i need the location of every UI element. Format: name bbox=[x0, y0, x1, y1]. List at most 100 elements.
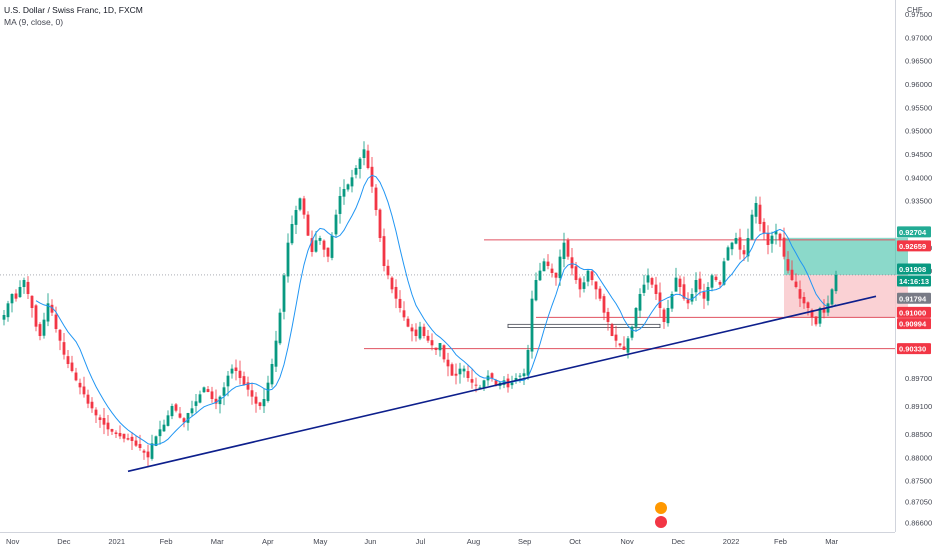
price-tick-label: 0.93500 bbox=[905, 197, 932, 206]
price-label-badge bbox=[897, 318, 931, 330]
candle-body bbox=[306, 214, 310, 236]
candle-body bbox=[338, 196, 342, 214]
candle-body bbox=[250, 390, 254, 397]
candle-body bbox=[46, 303, 50, 322]
candle-body bbox=[94, 409, 98, 416]
candle-body bbox=[298, 198, 302, 210]
candle-body bbox=[330, 235, 334, 258]
price-tick-label: 0.96500 bbox=[905, 57, 932, 66]
candle-body bbox=[658, 292, 662, 308]
candle-body bbox=[770, 235, 774, 244]
candle-body bbox=[718, 281, 722, 285]
candle-body bbox=[70, 362, 74, 371]
candle-body bbox=[382, 236, 386, 266]
price-tick-label: 0.95500 bbox=[905, 103, 932, 112]
candle-body bbox=[638, 294, 642, 311]
candle-body bbox=[58, 329, 62, 341]
indicator-legend[interactable]: MA (9, close, 0) bbox=[4, 17, 64, 27]
price-label-text: 0.90330 bbox=[899, 345, 926, 354]
candle-body bbox=[10, 294, 14, 304]
candle-body bbox=[782, 237, 786, 257]
candle-body bbox=[6, 303, 10, 318]
time-tick-label: Sep bbox=[518, 537, 531, 546]
candle-body bbox=[722, 261, 726, 285]
candle-body bbox=[102, 417, 106, 425]
candle-body bbox=[110, 429, 114, 432]
candle-body bbox=[378, 209, 382, 238]
candle-body bbox=[270, 364, 274, 385]
price-label-text: 0.92704 bbox=[899, 228, 927, 237]
candle-body bbox=[702, 291, 706, 299]
candle-body bbox=[698, 278, 702, 290]
candle-body bbox=[82, 386, 86, 395]
price-tick-label: 0.95000 bbox=[905, 127, 932, 136]
candle-body bbox=[566, 240, 570, 257]
price-tick-label: 0.96000 bbox=[905, 80, 932, 89]
candle-body bbox=[346, 184, 350, 190]
candle-body bbox=[394, 286, 398, 299]
time-tick-label: Feb bbox=[160, 537, 173, 546]
candle-body bbox=[162, 424, 166, 432]
candle-body bbox=[730, 242, 734, 250]
event-icon bbox=[655, 502, 667, 514]
price-tick-label: 0.88000 bbox=[905, 453, 932, 462]
candle-body bbox=[802, 296, 806, 304]
candle-body bbox=[442, 345, 446, 360]
candle-body bbox=[170, 406, 174, 417]
candle-body bbox=[550, 268, 554, 273]
candle-body bbox=[514, 378, 518, 382]
candle-body bbox=[630, 326, 634, 338]
candle-body bbox=[670, 294, 674, 309]
candle-body bbox=[474, 384, 478, 386]
candle-body bbox=[686, 299, 690, 304]
candle-body bbox=[478, 387, 482, 389]
candle-body bbox=[230, 368, 234, 374]
candle-body bbox=[30, 295, 34, 308]
candle-body bbox=[806, 302, 810, 308]
time-tick-label: Jul bbox=[416, 537, 426, 546]
candle-body bbox=[274, 340, 278, 367]
candle-body bbox=[234, 367, 238, 371]
price-tick-label: 0.87500 bbox=[905, 477, 932, 486]
candle-body bbox=[726, 247, 730, 261]
price-label-badge bbox=[897, 306, 931, 318]
candle-body bbox=[358, 158, 362, 170]
price-tick-label: 0.97000 bbox=[905, 33, 932, 42]
candle-body bbox=[342, 189, 346, 197]
candle-body bbox=[758, 204, 762, 224]
candle-body bbox=[322, 240, 326, 250]
candle-body bbox=[590, 271, 594, 280]
candle-body bbox=[222, 387, 226, 396]
candle-body bbox=[374, 187, 378, 210]
candle-body bbox=[238, 370, 242, 378]
price-tick-label: 0.94000 bbox=[905, 173, 932, 182]
candle-body bbox=[182, 418, 186, 423]
time-tick-label: Nov bbox=[6, 537, 20, 546]
candle-body bbox=[494, 380, 498, 385]
candle-body bbox=[750, 214, 754, 240]
candle-body bbox=[150, 443, 154, 459]
price-tick-label: 0.89700 bbox=[905, 374, 932, 383]
time-tick-label: Mar bbox=[211, 537, 224, 546]
candle-body bbox=[446, 359, 450, 367]
time-tick-label: 2021 bbox=[108, 537, 125, 546]
price-label-text: 0.91794 bbox=[899, 294, 927, 303]
time-tick-label: Aug bbox=[467, 537, 480, 546]
candle-body bbox=[430, 340, 434, 346]
candle-body bbox=[738, 237, 742, 250]
symbol-title[interactable]: U.S. Dollar / Swiss Franc, 1D, FXCM bbox=[4, 5, 143, 15]
candle-body bbox=[146, 451, 150, 458]
candle-body bbox=[158, 429, 162, 437]
candle-body bbox=[314, 240, 318, 252]
candle-body bbox=[210, 391, 214, 399]
candle-body bbox=[78, 382, 82, 388]
candle-body bbox=[178, 413, 182, 418]
candle-body bbox=[694, 280, 698, 293]
candle-body bbox=[118, 432, 122, 437]
price-label-badge bbox=[897, 343, 931, 355]
candle-body bbox=[418, 326, 422, 339]
candle-body bbox=[834, 274, 838, 292]
candle-body bbox=[34, 305, 38, 327]
